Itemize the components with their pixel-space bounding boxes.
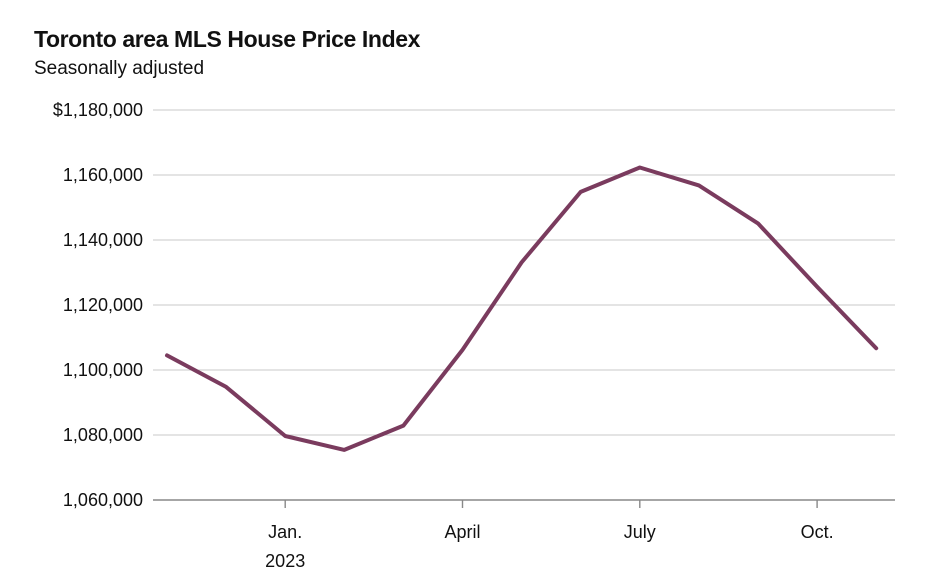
chart-title: Toronto area MLS House Price Index xyxy=(34,26,421,52)
x-tick-label: July xyxy=(624,522,656,542)
y-tick-label: $1,180,000 xyxy=(53,100,143,120)
x-tick-label: Jan. xyxy=(268,522,302,542)
y-tick-label: 1,100,000 xyxy=(63,360,143,380)
y-axis-labels: $1,180,000 1,160,000 1,140,000 1,120,000 1,1… xyxy=(53,100,143,510)
y-tick-label: 1,160,000 xyxy=(63,165,143,185)
series-layer xyxy=(165,165,879,452)
x-tick-sublabel: 2023 xyxy=(265,551,305,571)
y-tick-label: 1,140,000 xyxy=(63,230,143,250)
y-tick-label: 1,080,000 xyxy=(63,425,143,445)
y-tick-label: 1,120,000 xyxy=(63,295,143,315)
x-axis: Jan. 2023 April July Oct. xyxy=(265,500,834,571)
series-line xyxy=(165,165,879,452)
gridlines xyxy=(153,109,895,501)
chart-subtitle: Seasonally adjusted xyxy=(34,58,205,79)
x-tick-label: Oct. xyxy=(801,522,834,542)
y-tick-label: 1,060,000 xyxy=(63,490,143,510)
x-tick-label: April xyxy=(444,522,480,542)
